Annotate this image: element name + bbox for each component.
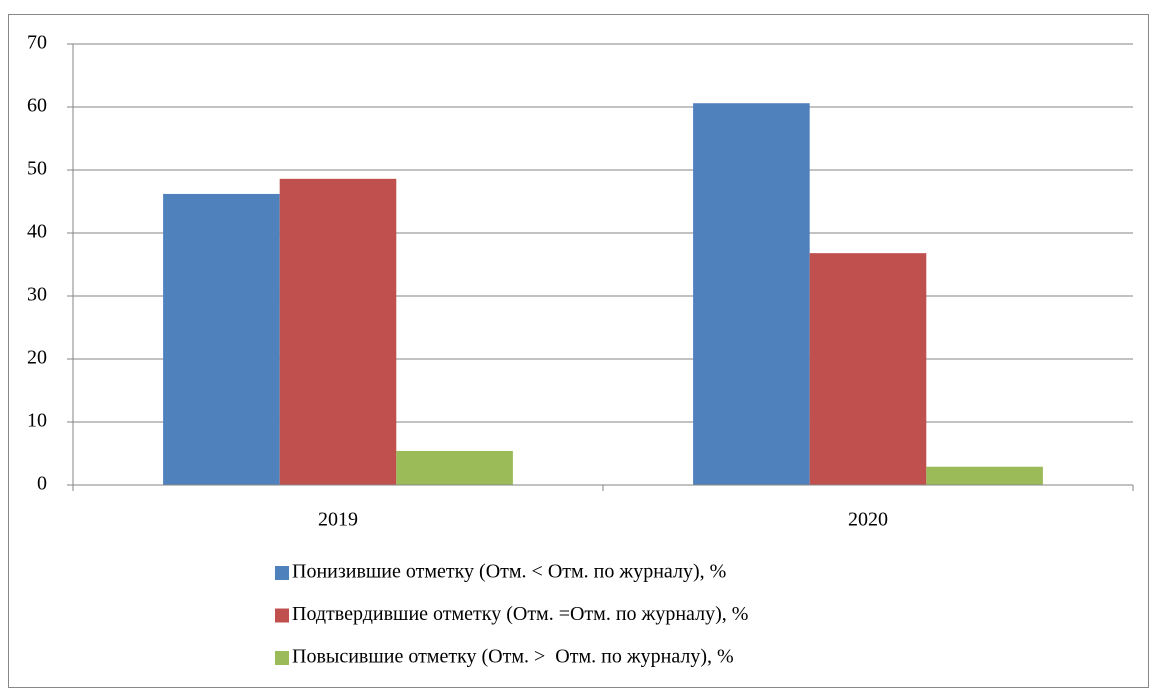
legend-label: Повысившие отметку (Отм. > Отм. по журна… <box>292 646 734 668</box>
x-tick-label: 2020 <box>848 509 888 531</box>
legend-swatch <box>275 566 289 580</box>
y-tick-label: 0 <box>37 473 47 495</box>
bar <box>926 466 1043 485</box>
bar <box>809 253 927 485</box>
bar <box>693 103 810 485</box>
y-tick-label: 30 <box>27 284 47 306</box>
legend-swatch <box>275 608 289 623</box>
bar <box>163 193 280 485</box>
x-tick-label: 2019 <box>318 509 358 531</box>
y-tick-label: 70 <box>27 32 47 54</box>
y-tick-label: 20 <box>27 347 47 369</box>
bar <box>279 178 397 485</box>
y-tick-label: 40 <box>27 221 47 243</box>
y-tick-label: 10 <box>27 410 47 432</box>
legend-label: Понизившие отметку (Отм. < Отм. по журна… <box>292 561 726 583</box>
legend-swatch <box>275 651 289 665</box>
bar <box>396 450 513 485</box>
y-tick-label: 50 <box>27 158 47 180</box>
legend-label: Подтвердившие отметку (Отм. =Отм. по жур… <box>292 603 748 625</box>
y-tick-label: 60 <box>27 95 47 117</box>
